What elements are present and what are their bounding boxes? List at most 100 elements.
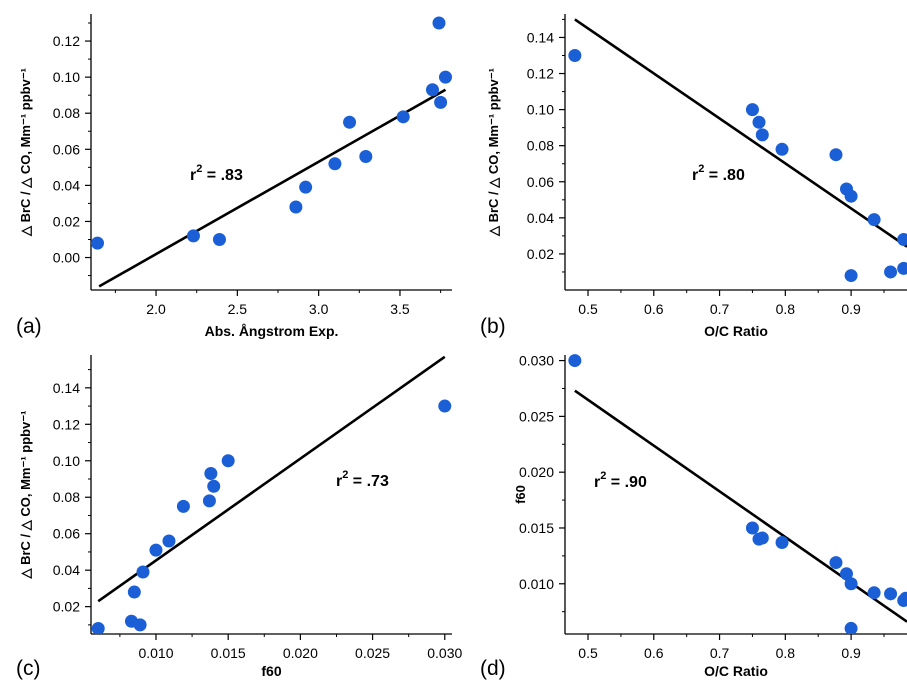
plot-area [568,354,907,634]
data-point [186,229,200,243]
panel-c: 0.02 0.04 0.06 0.08 0.10 0.12 0.14 0.010 0.015 0.… [16,355,463,680]
y-axis-label: △ BrC / △ CO, Mm⁻¹ ppbv⁻¹ [18,68,33,237]
x-tick-label: 2.5 [228,301,248,317]
y-tick-label: 0.04 [527,210,554,226]
data-point [775,535,789,549]
y-tick-label: 0.12 [53,416,80,432]
data-point [755,128,769,142]
y-tick-label: 0.08 [527,138,554,154]
x-tick-label: 0.020 [283,645,318,661]
x-tick-label: 0.9 [841,301,861,317]
y-axis-label: f60 [513,485,528,504]
panel-label: (c) [16,657,41,680]
x-tick-label: 0.8 [776,301,796,317]
data-point [899,591,907,605]
data-point [432,16,446,30]
x-tick-label: 0.8 [776,645,796,661]
y-tick-label: 0.06 [527,174,554,190]
data-point [867,213,881,227]
data-point [839,567,853,581]
regression-line [98,88,447,288]
x-tick-label: 0.6 [644,645,664,661]
data-point [202,494,216,508]
y-tick-label: 0.10 [527,102,554,118]
panel-b: 0.02 0.04 0.06 0.08 0.10 0.12 0.14 0.5 0.6 0.7 0.8… [480,14,907,339]
x-tick-label: 0.7 [710,645,730,661]
data-point [133,618,147,632]
data-point [867,586,881,600]
data-point [752,115,766,129]
x-tick-label: 0.5 [578,645,598,661]
data-point [434,95,448,109]
y-tick-label: 0.14 [527,29,554,45]
y-tick-label: 0.08 [53,105,80,121]
data-point [212,232,226,246]
data-point [568,48,582,62]
data-point [745,521,759,535]
data-point [91,622,105,634]
y-tick-label: 0.04 [53,177,80,193]
y-tick-label: 0.00 [53,250,80,266]
data-point [844,577,858,591]
y-tick-label: 0.02 [527,246,554,262]
y-tick-label: 0.04 [53,562,80,578]
r-squared-annotation: r2 = .80 [692,163,745,184]
x-tick-label: 0.025 [355,645,390,661]
x-tick-label: 0.030 [427,645,462,661]
x-tick-label: 0.5 [578,301,598,317]
x-tick-label: 3.5 [390,301,410,317]
data-point [396,110,410,124]
y-tick-label: 0.010 [519,576,554,592]
panel-a: 0.00 0.02 0.04 0.06 0.08 0.10 0.12 2.0 2.5 3.0 3.5… [16,14,452,339]
x-axis-label: f60 [261,663,281,679]
data-point [775,142,789,156]
data-point [745,103,759,117]
x-tick-label: 0.6 [644,301,664,317]
x-tick-label: 0.015 [211,645,246,661]
y-tick-label: 0.10 [53,453,80,469]
data-point [844,269,858,283]
data-point [755,531,769,545]
data-point [425,83,439,97]
data-point [884,265,898,279]
data-point [176,499,190,513]
regression-line [97,355,446,603]
data-point [829,556,843,570]
panel-d: 0.010 0.015 0.020 0.025 0.030 0.5 0.6 0.7 0.8 0.9… [480,353,907,680]
panel-label: (d) [480,657,506,680]
data-point [149,543,163,557]
data-point [91,236,105,250]
data-point [204,467,218,481]
data-point [289,200,303,214]
data-point [829,148,843,162]
x-tick-label: 0.9 [841,645,861,661]
x-axis-label: Abs. Ångstrom Exp. [205,323,339,339]
x-tick-label: 0.010 [138,645,173,661]
data-point [438,70,452,84]
panel-label: (b) [480,315,506,338]
y-tick-label: 0.015 [519,520,554,536]
r-squared-annotation: r2 = .73 [336,469,389,490]
data-point [438,399,452,413]
plot-area [91,16,452,288]
x-tick-label: 0.7 [710,301,730,317]
y-axis-label: △ BrC / △ CO, Mm⁻¹ ppbv⁻¹ [486,68,501,237]
panel-label: (a) [16,315,42,338]
data-point [844,189,858,203]
y-tick-label: 0.020 [519,464,554,480]
x-tick-label: 2.0 [146,301,166,317]
y-tick-label: 0.08 [53,489,80,505]
y-tick-label: 0.12 [53,33,80,49]
y-tick-label: 0.12 [527,66,554,82]
y-tick-label: 0.025 [519,408,554,424]
data-point [897,232,907,246]
plot-area [91,355,452,634]
data-point [299,180,313,194]
y-tick-label: 0.14 [53,380,80,396]
y-axis-label: △ BrC / △ CO, Mm⁻¹ ppbv⁻¹ [18,410,33,579]
y-tick-label: 0.06 [53,141,80,157]
data-point [343,115,357,129]
plot-area [568,18,907,283]
data-point [221,454,235,468]
